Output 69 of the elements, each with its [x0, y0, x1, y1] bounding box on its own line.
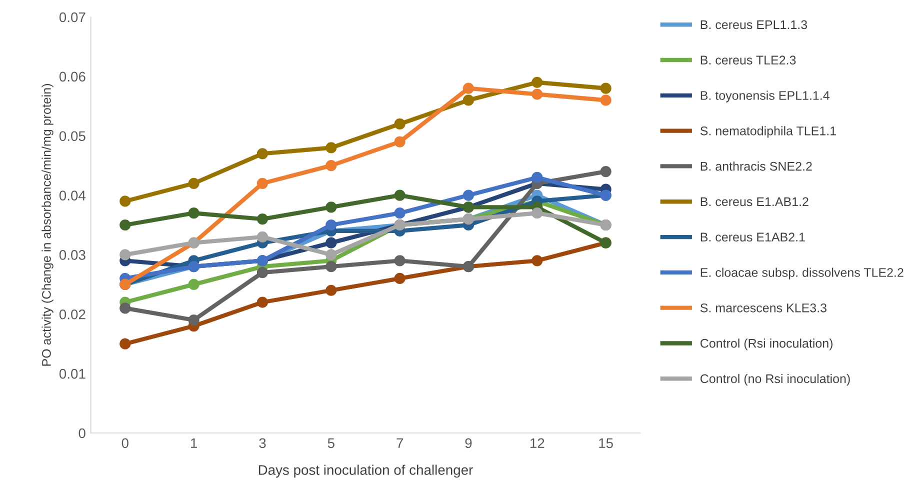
y-tick-label: 0.06	[59, 72, 86, 82]
point	[256, 214, 268, 225]
point	[120, 302, 131, 314]
point	[600, 82, 612, 94]
x-tick-label: 3	[259, 438, 266, 448]
y-tick-label: 0.07	[59, 12, 86, 22]
y-axis-title: PO activity (Change in absorbance/min/mg protein)	[42, 84, 54, 366]
legend-label: B. toyonensis EPL1.1.4	[700, 90, 830, 102]
x-tick-label: 9	[465, 438, 472, 448]
x-tick-label: 7	[396, 438, 403, 448]
point	[188, 208, 200, 219]
point	[394, 255, 406, 266]
legend-label: S. marcescens KLE3.3	[700, 303, 826, 312]
point	[462, 82, 474, 94]
y-tick-label: 0	[78, 428, 86, 438]
x-tick-label: 0	[122, 438, 128, 448]
x-axis-title: Days post inoculation of challenger	[258, 464, 473, 478]
point	[600, 166, 612, 178]
point	[394, 272, 406, 284]
point	[120, 338, 131, 350]
y-tick-label: 0.05	[59, 131, 86, 142]
point	[600, 94, 612, 106]
y-tick-label: 0.03	[59, 250, 86, 260]
point	[462, 190, 474, 201]
legend-label: S. nematodiphila TLE1.1	[700, 126, 836, 138]
point	[256, 266, 268, 278]
x-tick-label: 1	[191, 438, 197, 448]
point	[256, 231, 268, 242]
point	[120, 249, 131, 260]
point	[188, 278, 200, 290]
legend-label: B. anthracis SNE2.2	[700, 162, 812, 171]
y-tick-label: 0.02	[59, 309, 86, 320]
point	[326, 284, 337, 296]
point	[326, 142, 337, 154]
legend-label: Control (no Rsi inoculation)	[700, 374, 850, 386]
x-tick-label: 12	[530, 438, 544, 448]
point	[326, 237, 337, 248]
legend-label: B. cereus E1.AB1.2	[700, 197, 808, 206]
point	[532, 255, 543, 266]
point	[394, 136, 406, 148]
point	[326, 202, 337, 213]
x-tick-label: 5	[328, 438, 334, 448]
point	[462, 94, 474, 106]
x-tick-label: 15	[599, 438, 613, 448]
point	[532, 88, 543, 100]
point	[394, 118, 406, 130]
legend-label: B. cereus EPL1.1.3	[700, 20, 808, 30]
point	[188, 178, 200, 189]
point	[256, 296, 268, 308]
legend-label: E. cloacae subsp. dissolvens TLE2.2	[700, 268, 904, 280]
point	[532, 172, 543, 184]
point	[326, 160, 337, 172]
legend-label: B. cereus TLE2.3	[700, 56, 796, 65]
point	[532, 76, 543, 88]
point	[326, 261, 337, 272]
point	[256, 178, 268, 189]
point	[394, 190, 406, 201]
legend-label: Control (Rsi inoculation)	[700, 338, 832, 350]
point	[326, 249, 337, 260]
point	[256, 148, 268, 160]
legend-label: B. cereus E1AB2.1	[700, 232, 805, 242]
point	[326, 219, 337, 231]
point	[532, 208, 543, 219]
point	[120, 196, 131, 207]
point	[394, 208, 406, 219]
y-tick-label: 0.04	[59, 190, 86, 200]
point	[188, 314, 200, 326]
point	[120, 219, 131, 231]
y-tick-label: 0.01	[59, 368, 86, 379]
